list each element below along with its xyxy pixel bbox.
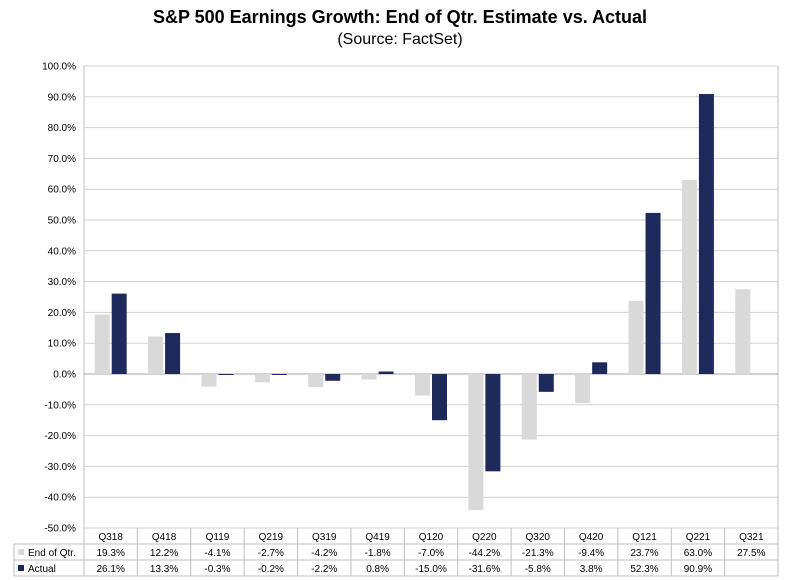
- data-label: -1.8%: [365, 548, 391, 559]
- y-tick-label: -30.0%: [44, 462, 76, 473]
- data-label: 52.3%: [630, 564, 658, 575]
- bar-actual: [111, 293, 127, 374]
- bar-actual: [645, 212, 661, 374]
- legend-key: [18, 565, 24, 571]
- bar-estimate: [628, 301, 644, 374]
- category-label: Q318: [98, 532, 123, 543]
- bar-estimate: [415, 374, 430, 396]
- data-label: 0.8%: [366, 564, 389, 575]
- data-label: -9.4%: [578, 548, 604, 559]
- category-label: Q221: [686, 532, 711, 543]
- data-label: 26.1%: [97, 564, 125, 575]
- data-label: 90.9%: [684, 564, 712, 575]
- bar-actual: [485, 374, 501, 472]
- bar-estimate: [201, 374, 217, 387]
- category-label: Q119: [206, 532, 230, 543]
- bar-actual: [432, 374, 447, 421]
- category-label: Q219: [259, 532, 284, 543]
- category-label: Q419: [365, 532, 390, 543]
- data-label: -0.3%: [204, 564, 230, 575]
- plot-frame: [83, 65, 779, 529]
- bar-estimate: [468, 374, 484, 511]
- data-label: -21.3%: [522, 548, 554, 559]
- y-tick-label: 60.0%: [48, 185, 76, 196]
- data-label: -5.8%: [525, 564, 551, 575]
- y-tick-label: 100.0%: [42, 62, 76, 73]
- series-name: Actual: [28, 564, 56, 575]
- bar-estimate: [254, 374, 270, 383]
- bar-estimate: [148, 336, 164, 374]
- y-tick-label: -10.0%: [44, 400, 76, 411]
- data-label: -15.0%: [415, 564, 447, 575]
- y-tick-label: 50.0%: [48, 216, 76, 227]
- data-label: -44.2%: [469, 548, 501, 559]
- bar-estimate: [681, 179, 697, 374]
- category-label: Q121: [632, 532, 657, 543]
- data-label: 23.7%: [630, 548, 658, 559]
- y-axis-labels: 100.0% 90.0% 80.0% 70.0% 60.0% 50.0% 40.0% 30.0…: [42, 62, 76, 535]
- y-tick-label: 70.0%: [48, 154, 76, 165]
- gridlines: [83, 65, 779, 529]
- data-table: Q318 Q418 Q119 Q219 Q319 Q419 Q120 Q220 Q320 Q420…: [13, 528, 779, 577]
- chart-title: S&P 500 Earnings Growth: End of Qtr. Est…: [152, 7, 648, 27]
- y-tick-label: 90.0%: [48, 92, 76, 103]
- y-tick-label: -50.0%: [44, 524, 76, 535]
- legend-key: [18, 549, 24, 555]
- y-tick-label: -40.0%: [44, 493, 76, 504]
- category-label: Q320: [526, 532, 551, 543]
- bar-actual: [271, 374, 287, 375]
- bar-estimate: [94, 314, 110, 374]
- y-tick-label: 0.0%: [53, 370, 76, 381]
- data-label: 3.8%: [580, 564, 603, 575]
- data-label: 19.3%: [97, 548, 125, 559]
- bar-actual: [218, 374, 234, 375]
- bar-estimate: [361, 374, 377, 380]
- bar-estimate: [735, 289, 751, 374]
- data-label: -4.2%: [311, 548, 337, 559]
- data-label: -4.1%: [204, 548, 230, 559]
- bar-actual: [325, 374, 341, 381]
- y-tick-label: 30.0%: [48, 277, 76, 288]
- category-label: Q321: [739, 532, 764, 543]
- data-label: 12.2%: [150, 548, 178, 559]
- data-label: -2.2%: [311, 564, 337, 575]
- bar-actual: [165, 333, 181, 374]
- category-label: Q120: [419, 532, 444, 543]
- data-label: -2.7%: [258, 548, 284, 559]
- category-label: Q220: [472, 532, 497, 543]
- data-label: -31.6%: [469, 564, 501, 575]
- y-tick-label: 80.0%: [48, 123, 76, 134]
- bar-actual: [378, 371, 394, 374]
- bar-estimate: [308, 374, 324, 387]
- data-label: 63.0%: [684, 548, 712, 559]
- bar-actual: [592, 362, 608, 374]
- data-label: 27.5%: [737, 548, 765, 559]
- y-tick-label: 40.0%: [48, 246, 76, 257]
- chart-subtitle: (Source: FactSet): [337, 31, 463, 48]
- bar-estimate: [575, 374, 591, 403]
- bar-actual: [538, 374, 554, 392]
- data-label: -7.0%: [418, 548, 444, 559]
- data-label: 13.3%: [150, 564, 178, 575]
- bar-actual: [698, 94, 714, 374]
- y-tick-label: 10.0%: [48, 339, 76, 350]
- data-label: -0.2%: [258, 564, 284, 575]
- bar-estimate: [521, 374, 537, 440]
- y-tick-label: -20.0%: [44, 431, 76, 442]
- category-label: Q418: [152, 532, 177, 543]
- category-label: Q420: [579, 532, 604, 543]
- category-label: Q319: [312, 532, 337, 543]
- series-name: End of Qtr.: [28, 548, 76, 559]
- y-tick-label: 20.0%: [48, 308, 76, 319]
- bars: [94, 94, 751, 511]
